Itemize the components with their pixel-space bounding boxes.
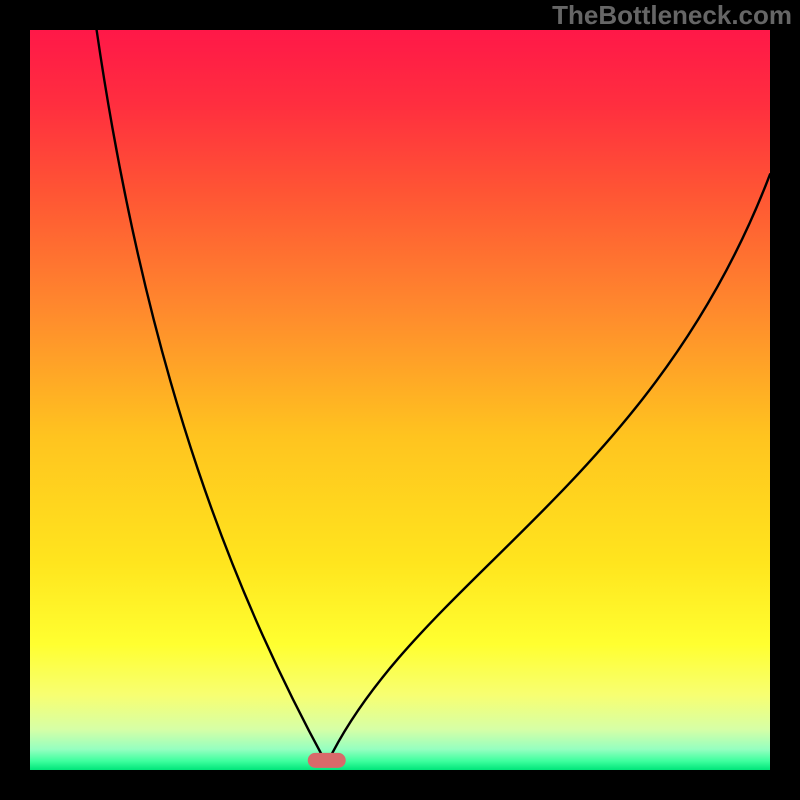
bottleneck-chart: TheBottleneck.com [0, 0, 800, 800]
watermark-text: TheBottleneck.com [552, 0, 792, 30]
optimal-marker [308, 753, 346, 768]
plot-background [30, 30, 770, 770]
